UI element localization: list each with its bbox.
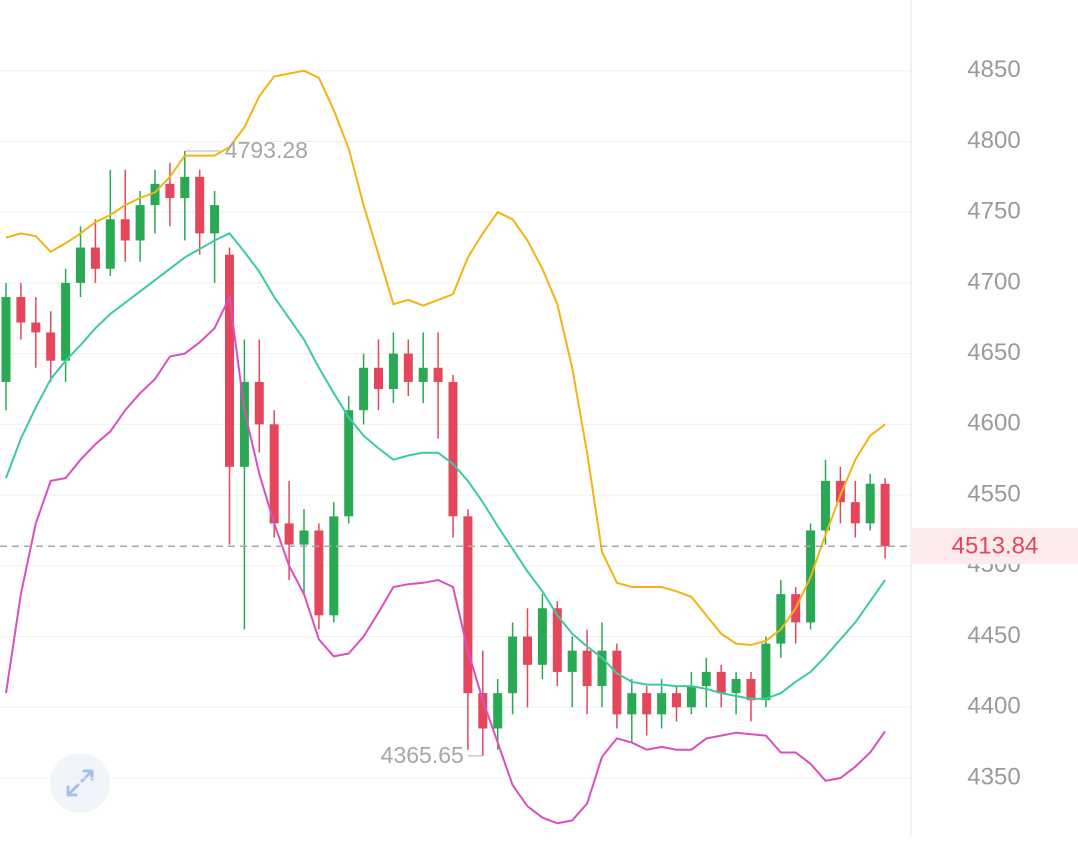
y-tick-label: 4400 (967, 693, 1020, 720)
y-tick-label: 4650 (967, 339, 1020, 366)
candle-body (16, 297, 26, 323)
candle-body (552, 608, 562, 672)
candle-body (582, 650, 592, 687)
candle-body (135, 205, 145, 241)
candle-body (448, 381, 458, 517)
candle-body (686, 686, 696, 708)
candle-body (299, 530, 309, 545)
candle-body (359, 367, 369, 411)
candle-body (105, 219, 115, 269)
candle-body (746, 678, 756, 701)
candle-body (880, 483, 890, 547)
candles (1, 69, 890, 825)
y-tick-label: 4450 (967, 622, 1020, 649)
candle-body (433, 367, 443, 382)
candle-body (865, 483, 875, 524)
candle-body (642, 693, 652, 715)
candle-body (850, 502, 860, 524)
candle-body (761, 643, 771, 701)
candle-body (46, 332, 56, 361)
candle-body (463, 516, 473, 694)
candle-body (254, 381, 264, 425)
y-tick-label: 4850 (967, 56, 1020, 83)
candle-body (329, 516, 339, 616)
candle-body (537, 608, 547, 665)
last-price-label: 4513.84 (952, 533, 1039, 560)
candle-body (374, 367, 383, 390)
max-label: 4793.28 (225, 137, 308, 163)
candle-body (657, 693, 667, 715)
candle-body (821, 480, 830, 531)
candle-body (180, 176, 190, 199)
candle-body (225, 254, 234, 467)
candle-body (672, 693, 681, 708)
candle-body (90, 247, 100, 269)
candle-body (150, 183, 160, 206)
last-price-box (912, 528, 1078, 565)
candle-body (508, 636, 518, 694)
candle-body (612, 650, 622, 715)
candle-body (597, 650, 607, 687)
candle-body (716, 671, 726, 694)
candle-body (284, 523, 294, 545)
band-line (5, 69, 886, 647)
candle-body (776, 594, 786, 644)
candle-body (388, 353, 398, 390)
candle-body (195, 176, 205, 234)
candle-body (835, 480, 845, 503)
candle-body (403, 353, 413, 382)
expand-button[interactable] (50, 753, 110, 813)
candle-body (418, 367, 428, 382)
y-tick-label: 4800 (967, 127, 1020, 154)
y-tick-label: 4700 (967, 268, 1020, 295)
candle-body (165, 183, 175, 199)
candle-body (210, 205, 220, 234)
y-tick-label: 4350 (967, 763, 1020, 790)
candle-body (478, 693, 488, 729)
candle-body (493, 693, 503, 729)
candle-body (731, 678, 741, 694)
band-line (5, 232, 886, 700)
band-line (5, 293, 886, 825)
candle-body (523, 636, 532, 665)
candle-body (344, 410, 354, 517)
candle-body (701, 671, 711, 687)
candle-body (31, 322, 41, 333)
candle-body (314, 530, 324, 616)
min-label: 4365.65 (381, 742, 464, 768)
candle-body (627, 693, 637, 715)
candle-body (567, 650, 577, 672)
candle-body (76, 247, 85, 283)
y-tick-label: 4750 (967, 198, 1020, 225)
y-tick-label: 4550 (967, 480, 1020, 507)
candle-body (120, 219, 130, 241)
expand-icon[interactable] (66, 769, 94, 797)
candle-body (269, 424, 279, 524)
expand-circle[interactable] (50, 753, 110, 813)
candle-body (61, 282, 71, 361)
candle-body (1, 297, 11, 382)
y-tick-label: 4600 (967, 410, 1020, 437)
candle-body (239, 381, 249, 467)
